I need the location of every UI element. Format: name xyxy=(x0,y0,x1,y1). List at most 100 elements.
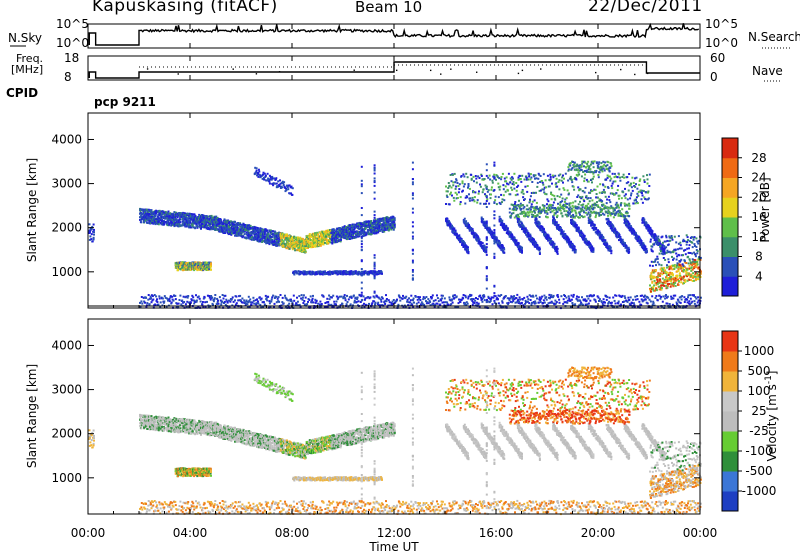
power-cell xyxy=(659,297,662,300)
power-cell xyxy=(441,297,443,300)
power-cell xyxy=(265,240,268,243)
power-cell xyxy=(485,251,488,254)
nave-dot xyxy=(232,68,234,70)
power-cell xyxy=(342,270,345,273)
power-cell xyxy=(463,217,466,220)
power-cell xyxy=(393,221,396,224)
power-cell xyxy=(246,303,249,306)
power-cell xyxy=(402,294,404,297)
power-cell xyxy=(665,294,667,296)
power-cell xyxy=(293,299,296,302)
power-cell xyxy=(322,243,325,246)
power-cell xyxy=(158,218,161,221)
power-cell xyxy=(217,223,220,226)
power-cell xyxy=(206,300,208,303)
power-cell xyxy=(247,229,250,232)
power-cell xyxy=(604,301,606,304)
power-cell xyxy=(255,230,258,233)
power-cell xyxy=(274,238,277,240)
power-cell xyxy=(638,300,641,303)
power-cell xyxy=(481,242,484,245)
power-cell xyxy=(213,297,216,300)
power-cell xyxy=(301,298,304,301)
power-cell xyxy=(277,241,280,244)
nave-dot xyxy=(634,73,636,76)
power-cell xyxy=(327,301,330,303)
power-cell xyxy=(272,230,275,233)
power-cell xyxy=(520,301,523,304)
power-cell xyxy=(229,300,232,303)
power-cell xyxy=(307,247,309,249)
power-cell xyxy=(175,218,178,221)
power-cell xyxy=(429,301,432,304)
power-cell xyxy=(262,229,265,232)
power-cell xyxy=(327,242,330,245)
power-cell xyxy=(257,300,259,303)
power-cell xyxy=(182,216,185,218)
power-cell xyxy=(278,300,281,303)
power-cell xyxy=(292,294,295,297)
power-cell xyxy=(195,294,197,297)
power-cell xyxy=(224,227,227,230)
power-cell xyxy=(158,209,161,212)
power-cell xyxy=(236,226,239,229)
power-cell xyxy=(275,177,278,180)
power-cell xyxy=(161,297,164,300)
power-cell xyxy=(212,216,214,219)
power-cell xyxy=(212,218,214,221)
power-cell xyxy=(652,302,655,305)
power-cell xyxy=(210,263,212,266)
power-cell xyxy=(251,228,254,231)
power-cell xyxy=(176,214,179,217)
power-cell xyxy=(248,224,251,227)
power-cell xyxy=(163,300,166,303)
power-cell xyxy=(518,300,521,303)
power-cell xyxy=(223,218,226,221)
power-cell xyxy=(697,296,700,299)
power-cell xyxy=(419,296,421,299)
power-cell xyxy=(231,296,234,299)
power-cell xyxy=(636,298,639,301)
power-cell xyxy=(260,297,263,300)
power-cell xyxy=(191,224,194,227)
power-cell xyxy=(355,301,358,304)
power-cell xyxy=(644,298,647,301)
power-cell xyxy=(270,232,273,235)
power-cell xyxy=(458,234,461,237)
power-cell xyxy=(598,298,601,301)
power-cell xyxy=(289,242,292,245)
power-cell xyxy=(558,298,561,301)
power-cell xyxy=(251,236,253,238)
power-cell xyxy=(236,224,239,227)
power-cell xyxy=(302,294,305,297)
power-cell xyxy=(179,221,182,224)
power-cell xyxy=(655,295,658,297)
power-cell xyxy=(207,226,210,229)
power-cell xyxy=(175,224,178,227)
power-cell xyxy=(543,301,546,304)
power-cell xyxy=(218,225,221,227)
power-cell xyxy=(623,300,626,303)
power-cell xyxy=(529,299,532,301)
power-cell xyxy=(466,302,469,305)
power-cell xyxy=(281,238,284,241)
power-cell xyxy=(299,236,302,239)
power-cell xyxy=(155,218,158,221)
power-cell xyxy=(552,294,555,297)
power-cell xyxy=(696,301,699,304)
power-cell xyxy=(344,297,347,300)
power-cell xyxy=(196,226,199,229)
power-cell xyxy=(294,249,297,252)
power-cell xyxy=(244,229,247,232)
power-cell xyxy=(316,236,319,239)
power-cell xyxy=(288,247,291,250)
power-cell xyxy=(602,298,605,301)
power-cell xyxy=(224,220,227,223)
power-cell xyxy=(183,221,186,224)
power-cell xyxy=(370,220,373,222)
power-cell xyxy=(149,213,152,216)
power-cell xyxy=(648,298,651,301)
power-cell xyxy=(439,303,442,306)
power-cell xyxy=(172,299,175,302)
